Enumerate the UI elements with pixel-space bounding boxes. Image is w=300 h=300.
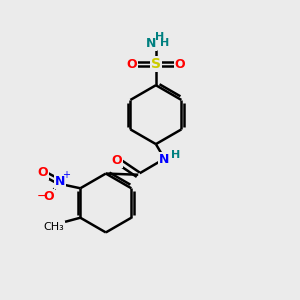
Text: N: N (146, 37, 156, 50)
Text: H: H (171, 150, 180, 160)
Text: O: O (112, 154, 122, 167)
Text: −: − (36, 189, 47, 203)
Text: O: O (44, 190, 54, 203)
Text: H: H (160, 38, 169, 48)
Text: O: O (126, 58, 137, 70)
Text: S: S (151, 57, 161, 71)
Text: N: N (55, 175, 65, 188)
Text: CH₃: CH₃ (44, 222, 64, 232)
Text: O: O (37, 167, 48, 179)
Text: H: H (155, 32, 165, 42)
Text: N: N (159, 153, 170, 166)
Text: +: + (62, 170, 70, 180)
Text: O: O (175, 58, 185, 70)
